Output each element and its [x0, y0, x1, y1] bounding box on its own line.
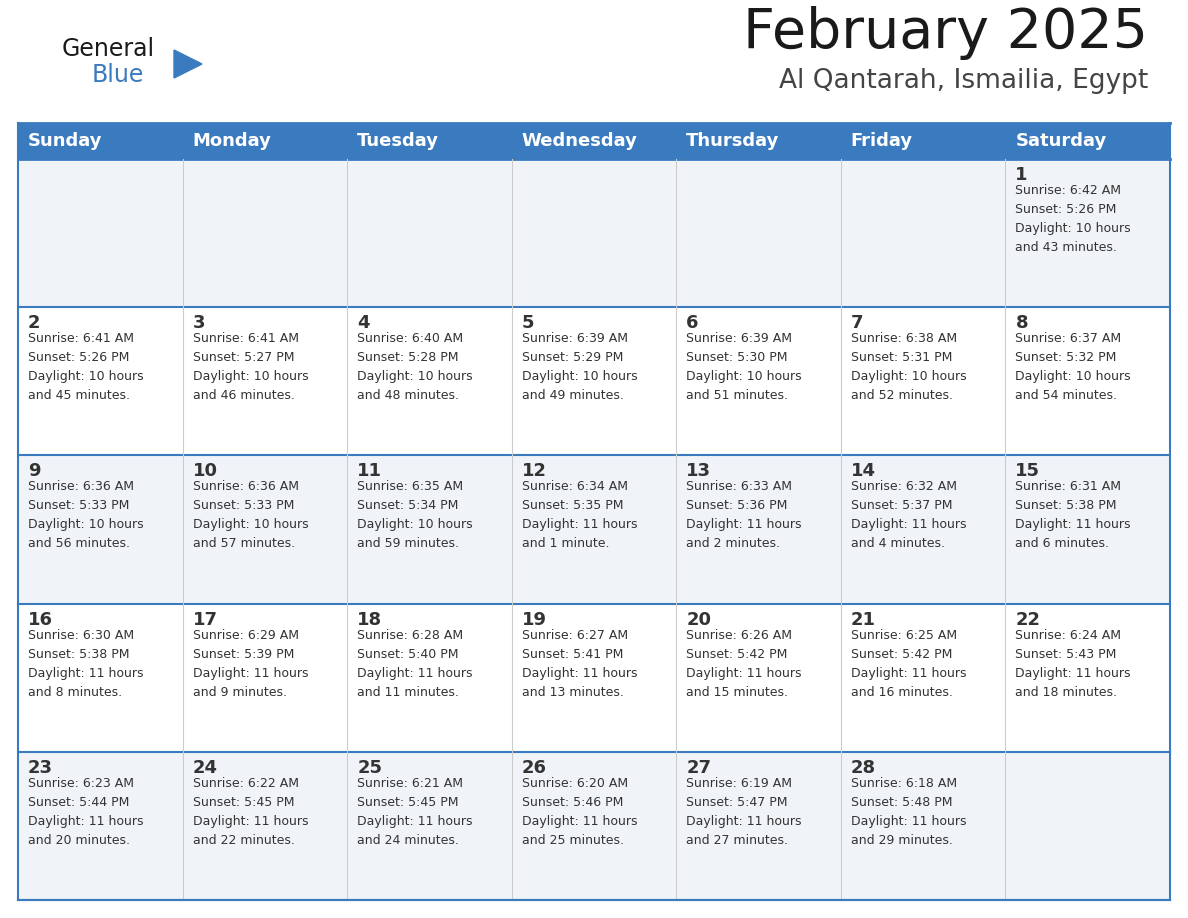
Text: 7: 7 [851, 314, 864, 332]
Text: Friday: Friday [851, 132, 914, 150]
Text: 24: 24 [192, 759, 217, 777]
Text: 1: 1 [1016, 166, 1028, 184]
Text: Sunrise: 6:18 AM
Sunset: 5:48 PM
Daylight: 11 hours
and 29 minutes.: Sunrise: 6:18 AM Sunset: 5:48 PM Dayligh… [851, 777, 966, 846]
Text: 25: 25 [358, 759, 383, 777]
Text: Sunrise: 6:37 AM
Sunset: 5:32 PM
Daylight: 10 hours
and 54 minutes.: Sunrise: 6:37 AM Sunset: 5:32 PM Dayligh… [1016, 332, 1131, 402]
Text: Wednesday: Wednesday [522, 132, 638, 150]
Text: Sunrise: 6:36 AM
Sunset: 5:33 PM
Daylight: 10 hours
and 56 minutes.: Sunrise: 6:36 AM Sunset: 5:33 PM Dayligh… [29, 480, 144, 551]
Text: 3: 3 [192, 314, 206, 332]
Text: 21: 21 [851, 610, 876, 629]
Text: 20: 20 [687, 610, 712, 629]
Text: Sunrise: 6:21 AM
Sunset: 5:45 PM
Daylight: 11 hours
and 24 minutes.: Sunrise: 6:21 AM Sunset: 5:45 PM Dayligh… [358, 777, 473, 846]
Text: 23: 23 [29, 759, 53, 777]
Bar [18, 123, 1170, 159]
Text: Monday: Monday [192, 132, 271, 150]
Text: Sunrise: 6:40 AM
Sunset: 5:28 PM
Daylight: 10 hours
and 48 minutes.: Sunrise: 6:40 AM Sunset: 5:28 PM Dayligh… [358, 332, 473, 402]
Text: Thursday: Thursday [687, 132, 779, 150]
Text: Sunrise: 6:26 AM
Sunset: 5:42 PM
Daylight: 11 hours
and 15 minutes.: Sunrise: 6:26 AM Sunset: 5:42 PM Dayligh… [687, 629, 802, 699]
Text: 15: 15 [1016, 463, 1041, 480]
Text: Sunrise: 6:30 AM
Sunset: 5:38 PM
Daylight: 11 hours
and 8 minutes.: Sunrise: 6:30 AM Sunset: 5:38 PM Dayligh… [29, 629, 144, 699]
Text: Sunrise: 6:24 AM
Sunset: 5:43 PM
Daylight: 11 hours
and 18 minutes.: Sunrise: 6:24 AM Sunset: 5:43 PM Dayligh… [1016, 629, 1131, 699]
Text: Sunrise: 6:41 AM
Sunset: 5:27 PM
Daylight: 10 hours
and 46 minutes.: Sunrise: 6:41 AM Sunset: 5:27 PM Dayligh… [192, 332, 308, 402]
Text: Sunrise: 6:33 AM
Sunset: 5:36 PM
Daylight: 11 hours
and 2 minutes.: Sunrise: 6:33 AM Sunset: 5:36 PM Dayligh… [687, 480, 802, 551]
Text: Sunday: Sunday [29, 132, 102, 150]
Text: 9: 9 [29, 463, 40, 480]
Text: 10: 10 [192, 463, 217, 480]
Text: Sunrise: 6:38 AM
Sunset: 5:31 PM
Daylight: 10 hours
and 52 minutes.: Sunrise: 6:38 AM Sunset: 5:31 PM Dayligh… [851, 332, 967, 402]
Text: 8: 8 [1016, 314, 1028, 332]
Text: 2: 2 [29, 314, 40, 332]
Text: 22: 22 [1016, 610, 1041, 629]
Text: Sunrise: 6:32 AM
Sunset: 5:37 PM
Daylight: 11 hours
and 4 minutes.: Sunrise: 6:32 AM Sunset: 5:37 PM Dayligh… [851, 480, 966, 551]
Bar [18, 159, 1170, 308]
Text: 5: 5 [522, 314, 535, 332]
Text: 16: 16 [29, 610, 53, 629]
Bar [18, 308, 1170, 455]
Polygon shape [173, 50, 202, 78]
Bar [18, 752, 1170, 900]
Text: Sunrise: 6:31 AM
Sunset: 5:38 PM
Daylight: 11 hours
and 6 minutes.: Sunrise: 6:31 AM Sunset: 5:38 PM Dayligh… [1016, 480, 1131, 551]
Text: Sunrise: 6:35 AM
Sunset: 5:34 PM
Daylight: 10 hours
and 59 minutes.: Sunrise: 6:35 AM Sunset: 5:34 PM Dayligh… [358, 480, 473, 551]
Text: 6: 6 [687, 314, 699, 332]
Text: Sunrise: 6:39 AM
Sunset: 5:30 PM
Daylight: 10 hours
and 51 minutes.: Sunrise: 6:39 AM Sunset: 5:30 PM Dayligh… [687, 332, 802, 402]
Text: Sunrise: 6:29 AM
Sunset: 5:39 PM
Daylight: 11 hours
and 9 minutes.: Sunrise: 6:29 AM Sunset: 5:39 PM Dayligh… [192, 629, 308, 699]
Text: 19: 19 [522, 610, 546, 629]
Text: Sunrise: 6:25 AM
Sunset: 5:42 PM
Daylight: 11 hours
and 16 minutes.: Sunrise: 6:25 AM Sunset: 5:42 PM Dayligh… [851, 629, 966, 699]
Text: 28: 28 [851, 759, 876, 777]
Text: 18: 18 [358, 610, 383, 629]
Text: Sunrise: 6:20 AM
Sunset: 5:46 PM
Daylight: 11 hours
and 25 minutes.: Sunrise: 6:20 AM Sunset: 5:46 PM Dayligh… [522, 777, 637, 846]
Text: Sunrise: 6:42 AM
Sunset: 5:26 PM
Daylight: 10 hours
and 43 minutes.: Sunrise: 6:42 AM Sunset: 5:26 PM Dayligh… [1016, 184, 1131, 254]
Text: February 2025: February 2025 [742, 6, 1148, 60]
Text: Sunrise: 6:39 AM
Sunset: 5:29 PM
Daylight: 10 hours
and 49 minutes.: Sunrise: 6:39 AM Sunset: 5:29 PM Dayligh… [522, 332, 637, 402]
Text: Tuesday: Tuesday [358, 132, 440, 150]
Text: Sunrise: 6:28 AM
Sunset: 5:40 PM
Daylight: 11 hours
and 11 minutes.: Sunrise: 6:28 AM Sunset: 5:40 PM Dayligh… [358, 629, 473, 699]
Text: Sunrise: 6:22 AM
Sunset: 5:45 PM
Daylight: 11 hours
and 22 minutes.: Sunrise: 6:22 AM Sunset: 5:45 PM Dayligh… [192, 777, 308, 846]
Text: Sunrise: 6:34 AM
Sunset: 5:35 PM
Daylight: 11 hours
and 1 minute.: Sunrise: 6:34 AM Sunset: 5:35 PM Dayligh… [522, 480, 637, 551]
Text: General: General [62, 37, 156, 61]
Text: Al Qantarah, Ismailia, Egypt: Al Qantarah, Ismailia, Egypt [779, 68, 1148, 94]
Text: Sunrise: 6:19 AM
Sunset: 5:47 PM
Daylight: 11 hours
and 27 minutes.: Sunrise: 6:19 AM Sunset: 5:47 PM Dayligh… [687, 777, 802, 846]
Text: 26: 26 [522, 759, 546, 777]
Text: 11: 11 [358, 463, 383, 480]
Text: 14: 14 [851, 463, 876, 480]
Bar [18, 604, 1170, 752]
Text: Sunrise: 6:41 AM
Sunset: 5:26 PM
Daylight: 10 hours
and 45 minutes.: Sunrise: 6:41 AM Sunset: 5:26 PM Dayligh… [29, 332, 144, 402]
Text: 27: 27 [687, 759, 712, 777]
Text: 12: 12 [522, 463, 546, 480]
Text: Sunrise: 6:36 AM
Sunset: 5:33 PM
Daylight: 10 hours
and 57 minutes.: Sunrise: 6:36 AM Sunset: 5:33 PM Dayligh… [192, 480, 308, 551]
Text: 17: 17 [192, 610, 217, 629]
Text: 4: 4 [358, 314, 369, 332]
Text: Blue: Blue [91, 63, 145, 87]
Text: 13: 13 [687, 463, 712, 480]
Text: Sunrise: 6:23 AM
Sunset: 5:44 PM
Daylight: 11 hours
and 20 minutes.: Sunrise: 6:23 AM Sunset: 5:44 PM Dayligh… [29, 777, 144, 846]
Bar [18, 455, 1170, 604]
Text: Saturday: Saturday [1016, 132, 1107, 150]
Text: Sunrise: 6:27 AM
Sunset: 5:41 PM
Daylight: 11 hours
and 13 minutes.: Sunrise: 6:27 AM Sunset: 5:41 PM Dayligh… [522, 629, 637, 699]
